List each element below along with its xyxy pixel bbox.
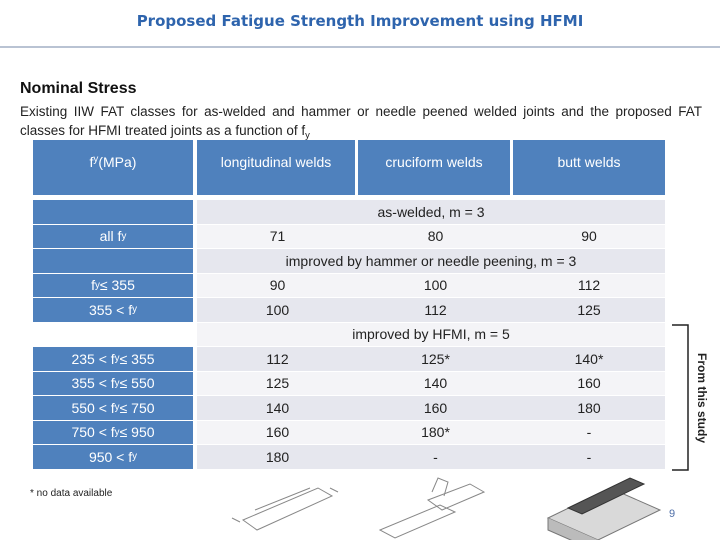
footnote: * no data available [30, 488, 113, 499]
section-heading: Nominal Stress [20, 80, 137, 97]
text-part: (MPa) [98, 154, 137, 170]
text-part: f [89, 154, 94, 170]
row-label [33, 249, 193, 273]
subscript: y [95, 279, 100, 291]
text-part: 950 < f [88, 448, 133, 465]
text-part: f [91, 277, 96, 294]
column-header: longitudinal welds [197, 140, 355, 195]
page-number: 9 [669, 508, 676, 520]
table-cell: 90 [513, 224, 665, 248]
text-part: ≤ 950 [119, 424, 155, 441]
subscript: y [121, 230, 127, 242]
text-part: all f [99, 228, 122, 245]
table-cell: - [358, 445, 513, 469]
table-cell: 90 [197, 273, 358, 297]
table-cell: 140* [513, 347, 665, 371]
subscript: y [114, 377, 120, 389]
table-cell: 125 [197, 371, 358, 395]
text-part: 750 < f [71, 424, 115, 441]
table-cell: 125 [513, 298, 665, 322]
bracket [672, 324, 689, 471]
text-part: ≤ 355 [99, 277, 135, 294]
table-cell: 80 [358, 224, 513, 248]
subscript: y [132, 451, 138, 463]
subscript: y [305, 130, 310, 141]
table-cell: 125* [358, 347, 513, 371]
group-row: improved by HFMI, m = 5 [197, 322, 665, 346]
column-header: butt welds [513, 140, 665, 195]
text-part: ≤ 750 [119, 399, 155, 416]
subscript: y [93, 154, 99, 165]
table-cell: 160 [358, 396, 513, 420]
table-cell: 112 [513, 273, 665, 297]
table-cell: 100 [197, 298, 358, 322]
specimen-sketch-2 [378, 477, 486, 539]
table-cell: 112 [197, 347, 358, 371]
table-cell: 100 [358, 273, 513, 297]
subscript: y [114, 353, 120, 365]
table-cell: 160 [197, 420, 358, 444]
table-cell: 112 [358, 298, 513, 322]
title-rule [0, 46, 720, 48]
specimen-sketch-1 [231, 487, 339, 531]
specimen-sketch-3 [546, 477, 662, 540]
text-part: ≤ 355 [119, 350, 155, 367]
text-part: 355 < f [71, 375, 115, 392]
table-cell: 140 [197, 396, 358, 420]
table-cell: 140 [358, 371, 513, 395]
table-cell: 180 [513, 396, 665, 420]
column-header: cruciform welds [358, 140, 510, 195]
subscript: y [114, 402, 120, 414]
text-part: 550 < f [71, 399, 115, 416]
table-cell: - [513, 420, 665, 444]
table-cell: 180* [358, 420, 513, 444]
table-cell: 180 [197, 445, 358, 469]
description: Existing IIW FAT classes for as-welded a… [20, 102, 702, 145]
text-part: Existing IIW FAT classes for as-welded a… [20, 104, 702, 138]
group-row: as-welded, m = 3 [197, 200, 665, 224]
text-part: 235 < f [71, 350, 115, 367]
subscript: y [132, 304, 138, 316]
text-part: 355 < f [88, 301, 133, 318]
table-cell: - [513, 445, 665, 469]
table-cell: 71 [197, 224, 358, 248]
slide-title: Proposed Fatigue Strength Improvement us… [136, 12, 584, 30]
row-label [33, 200, 193, 224]
subscript: y [114, 426, 120, 438]
text-part: ≤ 550 [119, 375, 155, 392]
group-row: improved by hammer or needle peening, m … [197, 249, 665, 273]
table-cell: 160 [513, 371, 665, 395]
bracket-label: From this study [695, 352, 709, 444]
